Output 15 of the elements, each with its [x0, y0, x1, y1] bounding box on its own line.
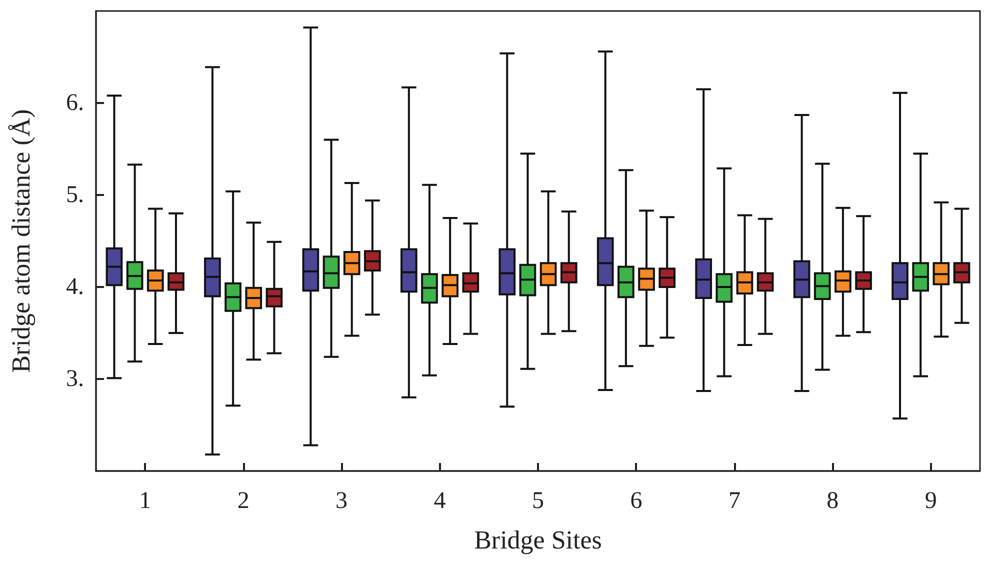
x-tick-label: 5	[532, 488, 544, 514]
y-tick-label: 6.	[66, 90, 84, 116]
x-tick-label: 2	[237, 488, 250, 514]
x-tick-label: 7	[728, 488, 740, 514]
y-axis-title: Bridge atom distance (Å)	[6, 109, 36, 373]
y-tick-label: 3.	[66, 366, 84, 392]
x-tick-label: 9	[924, 488, 937, 514]
x-tick-label: 3	[336, 488, 348, 514]
x-tick-label: 4	[434, 488, 446, 514]
x-tick-label: 8	[826, 488, 839, 514]
y-tick-label: 5.	[66, 182, 84, 208]
y-tick-label: 4.	[66, 274, 84, 300]
x-axis-title: Bridge Sites	[474, 526, 602, 554]
x-tick-label: 1	[139, 488, 152, 514]
x-tick-label: 6	[630, 488, 642, 514]
